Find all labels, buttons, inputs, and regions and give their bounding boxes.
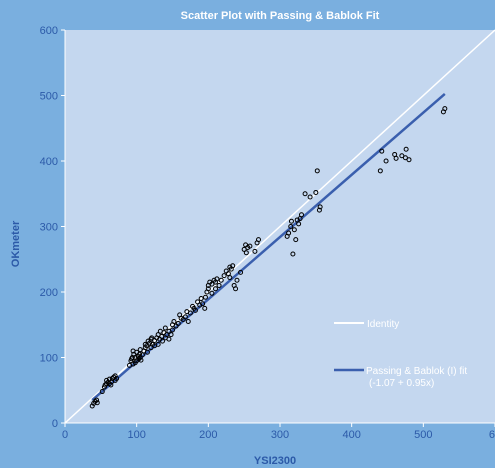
data-point: [406, 157, 412, 163]
data-point: [286, 230, 292, 236]
data-point: [399, 153, 405, 159]
data-point: [159, 338, 165, 344]
x-tick-label: 60: [489, 429, 495, 441]
data-point: [227, 275, 233, 281]
data-point: [209, 281, 215, 287]
data-point: [138, 357, 144, 363]
data-point: [238, 269, 244, 275]
data-point: [288, 224, 294, 229]
data-point: [393, 155, 399, 161]
y-tick-label: 0: [52, 418, 58, 430]
legend-fit-equation: (-1.07 + 0.95x): [369, 378, 434, 389]
data-point: [94, 400, 100, 406]
y-axis-title: OKmeter: [10, 220, 22, 267]
data-point: [221, 273, 227, 279]
x-tick-label: 500: [414, 429, 432, 441]
data-point: [99, 389, 105, 395]
y-tick-label: 600: [40, 25, 58, 37]
data-point: [290, 251, 296, 257]
data-point: [247, 243, 253, 249]
data-point: [149, 335, 155, 341]
data-point: [316, 207, 322, 213]
data-point: [252, 248, 258, 254]
data-point: [187, 310, 193, 316]
x-axis-ticks: 0 100 200 300 400 500 60: [62, 423, 495, 441]
x-tick-label: 300: [271, 429, 289, 441]
data-point: [288, 218, 294, 224]
data-point: [377, 168, 383, 174]
y-tick-label: 100: [40, 353, 58, 365]
data-point: [197, 302, 203, 308]
x-tick-label: 400: [342, 429, 360, 441]
data-point: [202, 294, 208, 300]
data-point: [166, 336, 172, 342]
fit-line: [91, 92, 446, 401]
data-point: [175, 320, 181, 326]
y-tick-label: 200: [40, 287, 58, 299]
data-point: [317, 204, 323, 210]
data-point: [383, 158, 389, 164]
x-tick-label: 100: [127, 429, 145, 441]
chart-title: Scatter Plot with Passing & Bablok Fit: [181, 10, 380, 22]
data-point: [379, 148, 385, 154]
data-point: [162, 325, 168, 331]
data-point: [402, 155, 408, 161]
legend-fit-label: Passing & Bablok (I) fit: [366, 366, 467, 377]
data-point: [94, 397, 100, 403]
y-axis-ticks: 0 100 200 300 400 500 600: [40, 25, 65, 430]
data-point: [291, 227, 297, 233]
data-point: [192, 307, 198, 313]
data-point: [144, 343, 150, 349]
data-point: [296, 221, 302, 227]
data-point: [293, 237, 299, 243]
data-point: [243, 250, 249, 256]
y-tick-label: 500: [40, 91, 58, 103]
data-point: [302, 191, 308, 197]
data-point: [155, 341, 161, 347]
data-point: [213, 286, 218, 292]
data-point: [216, 282, 222, 288]
data-point: [171, 318, 177, 324]
data-point: [205, 286, 211, 292]
legend-identity-label: Identity: [367, 319, 399, 330]
data-point: [209, 290, 215, 296]
data-point: [442, 106, 448, 112]
data-points: [89, 106, 448, 409]
data-point: [403, 146, 409, 152]
data-point: [114, 375, 120, 381]
data-point: [214, 276, 220, 282]
data-point: [218, 277, 224, 283]
data-point: [233, 286, 239, 292]
legend: Identity Passing & Bablok (I) fit (-1.07…: [334, 319, 467, 389]
data-point: [185, 318, 191, 324]
data-point: [168, 332, 174, 338]
y-tick-label: 400: [40, 156, 58, 168]
data-point: [307, 194, 313, 200]
x-tick-label: 200: [199, 429, 217, 441]
data-point: [313, 189, 319, 195]
x-tick-label: 0: [62, 429, 68, 441]
data-point: [200, 301, 206, 307]
data-point: [108, 382, 114, 388]
y-tick-label: 300: [40, 222, 58, 234]
data-point: [202, 305, 208, 311]
x-axis-title: YSI2300: [254, 455, 296, 467]
data-point: [137, 351, 143, 357]
data-point: [170, 327, 175, 333]
data-point: [299, 212, 304, 218]
data-point: [144, 349, 150, 355]
data-point: [256, 237, 261, 243]
data-point: [182, 314, 188, 320]
data-point: [314, 168, 320, 174]
data-point: [234, 277, 240, 283]
data-point: [198, 296, 204, 302]
data-point: [230, 263, 236, 269]
